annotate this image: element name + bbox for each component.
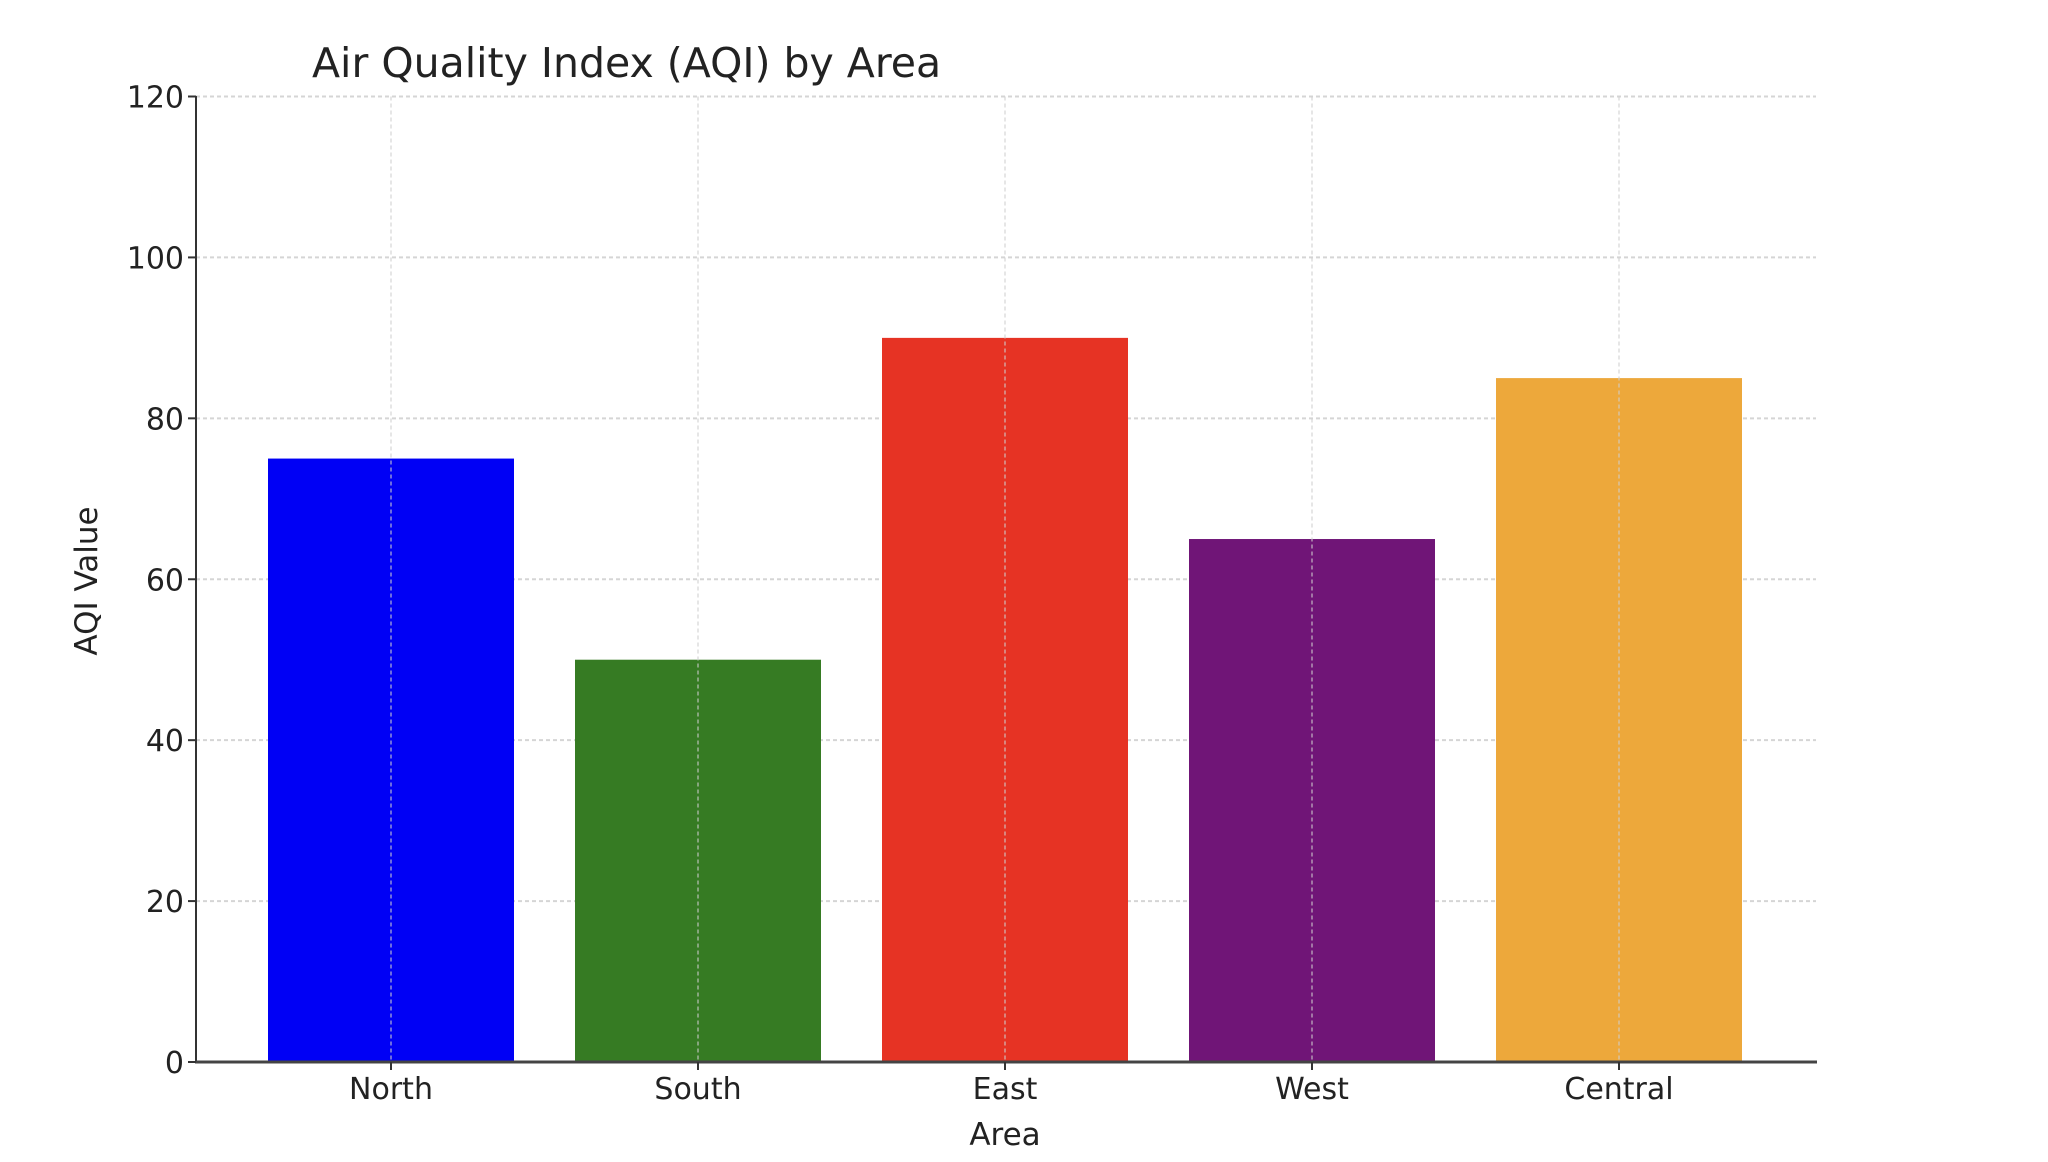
y-tick-label: 60: [146, 563, 184, 598]
x-axis-label: Area: [969, 1117, 1040, 1153]
x-tick-label: Central: [1564, 1072, 1673, 1107]
bars: [268, 337, 1742, 1063]
x-ticks: North South East West Central: [349, 1062, 1674, 1107]
y-ticks: 0 20 40 60 80 100 120: [127, 81, 196, 1081]
y-tick-label: 100: [127, 241, 184, 276]
y-axis-label: AQI Value: [69, 506, 105, 655]
y-tick-label: 40: [146, 724, 184, 759]
y-tick-label: 0: [165, 1046, 184, 1081]
x-tick-label: East: [973, 1072, 1038, 1107]
y-tick-label: 120: [127, 81, 184, 116]
bar-north: [268, 458, 514, 1062]
x-tick-label: South: [654, 1072, 741, 1107]
chart-title: Air Quality Index (AQI) by Area: [312, 39, 941, 87]
y-tick-label: 20: [146, 885, 184, 920]
y-tick-label: 80: [146, 402, 184, 437]
x-tick-label: West: [1275, 1072, 1349, 1107]
x-tick-label: North: [349, 1072, 433, 1107]
